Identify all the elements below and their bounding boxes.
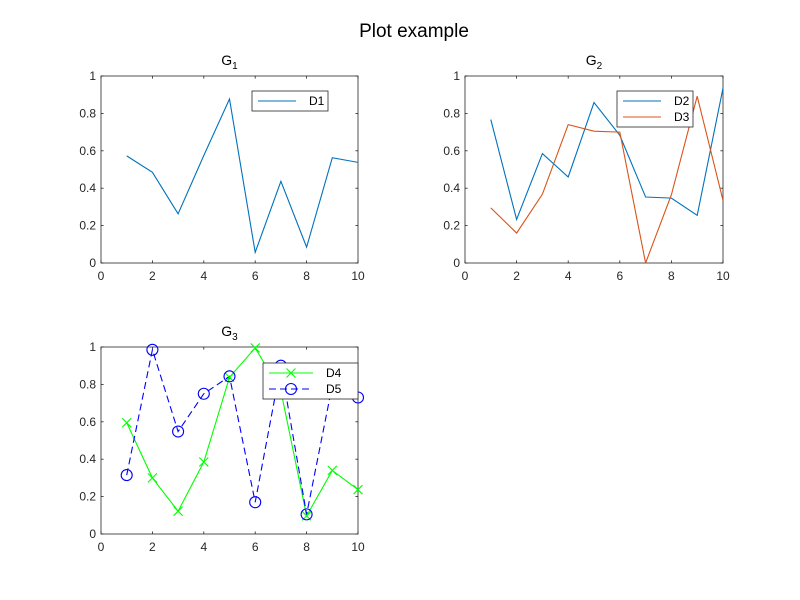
subplot-title-subscript: 2	[597, 61, 603, 72]
data-point-D4	[121, 417, 132, 428]
data-point-D5	[223, 370, 236, 383]
data-point-D4	[327, 465, 338, 476]
plot-area	[490, 88, 723, 263]
data-point-D4	[224, 372, 235, 383]
subplot-title-main: G	[221, 323, 232, 339]
legend-marker-D4-stroke-b	[286, 368, 296, 378]
y-tick-label: 0.8	[79, 106, 96, 120]
x-tick-label: 8	[303, 540, 310, 554]
data-point-D5	[300, 508, 313, 521]
data-point-D4-stroke-b	[353, 484, 363, 495]
x-tick-label: 2	[513, 269, 520, 283]
y-tick-label: 0.2	[79, 490, 96, 504]
legend-marker-D5	[284, 382, 298, 396]
y-tick-label: 0.2	[79, 219, 96, 233]
series-line-D3	[490, 96, 723, 263]
y-tick-label: 0.6	[79, 415, 96, 429]
data-point-D4	[198, 457, 209, 467]
y-tick-label: 0.8	[79, 377, 96, 391]
x-tick-label: 0	[98, 269, 105, 283]
x-tick-label: 6	[252, 269, 259, 283]
data-point-D5	[249, 496, 262, 509]
y-tick-label: 0.6	[443, 144, 460, 158]
legend-marker-D4	[286, 368, 296, 378]
x-tick-label: 4	[200, 269, 207, 283]
series-line-D5	[126, 347, 358, 515]
x-tick-label: 10	[351, 540, 365, 554]
figure-suptitle: Plot example	[359, 21, 469, 42]
data-point-D4-stroke-b	[198, 457, 209, 467]
plot-area	[126, 97, 358, 255]
x-tick-label: 6	[616, 269, 623, 283]
legend-box	[262, 362, 359, 400]
series-line-D2	[490, 88, 723, 222]
legend-label-D1: D1	[309, 94, 325, 108]
y-tick-label: 0.4	[443, 181, 460, 195]
data-point-D5	[172, 425, 185, 438]
data-point-D4-stroke-b	[250, 343, 261, 353]
x-tick-label: 4	[565, 269, 572, 283]
data-point-D4	[250, 343, 261, 353]
subplot-title: G2	[586, 52, 603, 72]
x-tick-label: 4	[200, 540, 207, 554]
x-tick-label: 6	[252, 540, 259, 554]
x-tick-label: 0	[98, 540, 105, 554]
y-tick-label: 1	[89, 69, 96, 83]
x-tick-label: 0	[462, 269, 469, 283]
data-point-D4-stroke-b	[147, 473, 158, 483]
y-tick-label: 0.2	[443, 219, 460, 233]
data-point-D4-stroke-b	[224, 372, 235, 383]
subplot-title-main: G	[586, 52, 597, 68]
legend-label-D2: D2	[674, 94, 690, 108]
y-tick-label: 0	[89, 256, 96, 270]
legend-label-D4: D4	[326, 366, 342, 380]
x-tick-label: 10	[716, 269, 730, 283]
series-line-D1	[126, 97, 358, 255]
x-tick-label: 2	[149, 540, 156, 554]
data-point-D4-stroke-b	[121, 417, 132, 428]
legend-label-D3: D3	[674, 110, 690, 124]
y-tick-label: 1	[89, 340, 96, 354]
subplot-title-subscript: 3	[232, 332, 238, 343]
legend: D1	[251, 90, 329, 112]
data-point-D4-stroke-b	[327, 465, 338, 476]
data-point-D4-stroke-b	[173, 506, 183, 517]
plot-area	[126, 347, 358, 518]
x-tick-label: 8	[668, 269, 675, 283]
y-tick-label: 0.4	[79, 452, 96, 466]
data-point-D5	[146, 343, 159, 356]
x-tick-label: 10	[351, 269, 365, 283]
legend-box	[616, 90, 694, 128]
subplot-title-main: G	[221, 52, 232, 68]
data-point-D5	[120, 469, 133, 482]
subplot-title: G3	[221, 323, 238, 343]
data-point-D4	[147, 473, 158, 483]
y-tick-label: 0.6	[79, 144, 96, 158]
data-point-D5	[197, 387, 210, 400]
y-tick-label: 0.8	[443, 106, 460, 120]
data-point-D4	[353, 484, 363, 495]
legend-label-D5: D5	[326, 382, 342, 396]
y-tick-label: 1	[453, 69, 460, 83]
data-point-D4	[173, 506, 183, 517]
series-line-D4	[126, 347, 358, 518]
y-tick-label: 0.4	[79, 181, 96, 195]
x-tick-label: 2	[149, 269, 156, 283]
x-tick-label: 8	[303, 269, 310, 283]
y-tick-label: 0	[89, 527, 96, 541]
subplot-title-subscript: 1	[232, 61, 238, 72]
y-tick-label: 0	[453, 256, 460, 270]
subplot-title: G1	[221, 52, 238, 72]
